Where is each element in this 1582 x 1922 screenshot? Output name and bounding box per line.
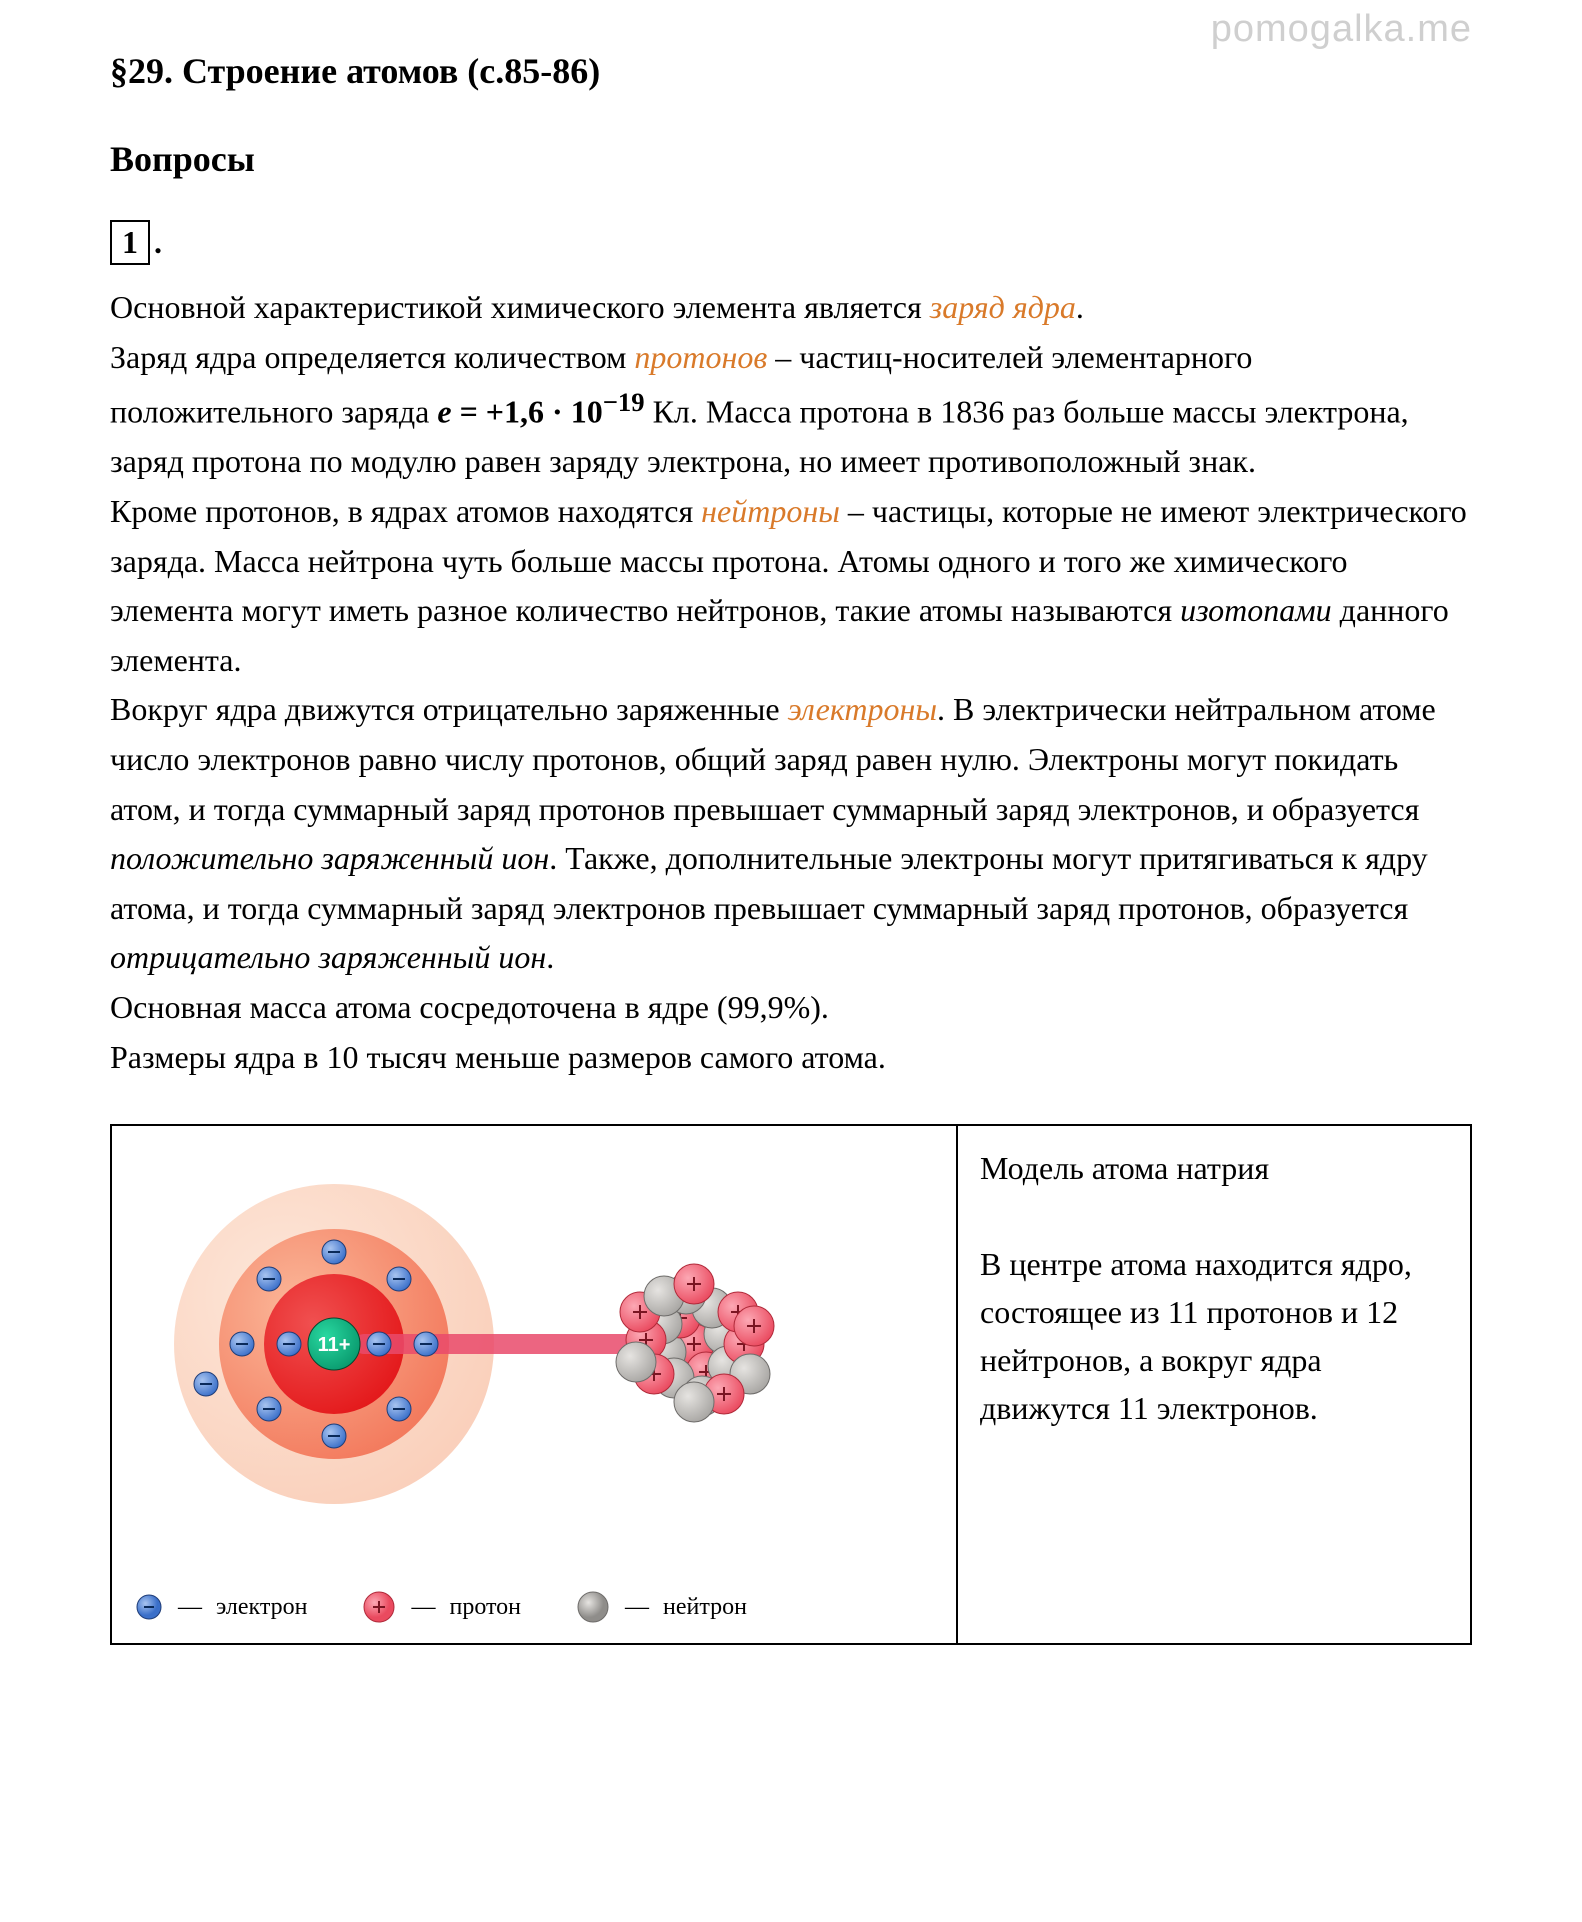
text-span: . (1076, 289, 1084, 325)
diagram-cell: 11+ — электрон — протон — (111, 1125, 957, 1644)
diagram-table: 11+ — электрон — протон — (110, 1124, 1472, 1645)
formula-eq: = +1,6 · 10 (452, 394, 603, 430)
text-span: Вокруг ядра движутся отрицательно заряже… (110, 691, 788, 727)
section-title: §29. Строение атомов (с.85-86) (110, 50, 1472, 92)
legend-proton: — протон (361, 1589, 521, 1625)
question-number-dot: . (154, 224, 162, 260)
desc-title: Модель атома натрия (980, 1144, 1448, 1192)
text-span: . (546, 939, 554, 975)
answer-content: Основной характеристикой химического эле… (110, 283, 1472, 1082)
legend-electron: — электрон (134, 1592, 307, 1622)
text-span: Кроме протонов, в ядрах атомов находятся (110, 493, 701, 529)
paragraph-3: Кроме протонов, в ядрах атомов находятся… (110, 487, 1472, 685)
paragraph-5: Основная масса атома сосредоточена в ядр… (110, 983, 1472, 1033)
highlight-electrons: электроны (788, 691, 937, 727)
formula-var: e (437, 394, 451, 430)
diagram-legend: — электрон — протон — нейтрон (134, 1589, 934, 1625)
legend-neutron-label: нейтрон (663, 1594, 747, 1621)
highlight-neutrons: нейтроны (701, 493, 840, 529)
highlight-charge: заряд ядра (930, 289, 1076, 325)
legend-dash: — (625, 1594, 649, 1621)
subsection-title: Вопросы (110, 138, 1472, 180)
question-number-row: 1. (110, 220, 1472, 265)
paragraph-4: Вокруг ядра движутся отрицательно заряже… (110, 685, 1472, 983)
atom-diagram: 11+ (134, 1144, 934, 1564)
legend-neutron: — нейтрон (575, 1589, 747, 1625)
description-cell: Модель атома натрия В центре атома наход… (957, 1125, 1471, 1644)
emphasis-neg-ion: отрицательно заряженный ион (110, 939, 546, 975)
svg-text:11+: 11+ (318, 1334, 351, 1356)
emphasis-isotopes: изотопами (1180, 592, 1332, 628)
paragraph-6: Размеры ядра в 10 тысяч меньше размеров … (110, 1033, 1472, 1083)
watermark-top: pomogalka.me (1211, 8, 1472, 51)
text-span: Заряд ядра определяется количеством (110, 339, 634, 375)
legend-dash: — (411, 1594, 435, 1621)
formula-exp: −19 (603, 387, 645, 417)
legend-dash: — (178, 1594, 202, 1621)
paragraph-2: Заряд ядра определяется количеством прот… (110, 333, 1472, 487)
desc-body: В центре атома находится ядро, состоящее… (980, 1240, 1448, 1432)
legend-electron-label: электрон (216, 1594, 307, 1621)
question-number-box: 1 (110, 220, 150, 265)
emphasis-pos-ion: положительно заряженный ион (110, 840, 549, 876)
legend-proton-label: протон (449, 1594, 521, 1621)
paragraph-1: Основной характеристикой химического эле… (110, 283, 1472, 333)
highlight-protons: протонов (634, 339, 767, 375)
text-span: Основной характеристикой химического эле… (110, 289, 930, 325)
